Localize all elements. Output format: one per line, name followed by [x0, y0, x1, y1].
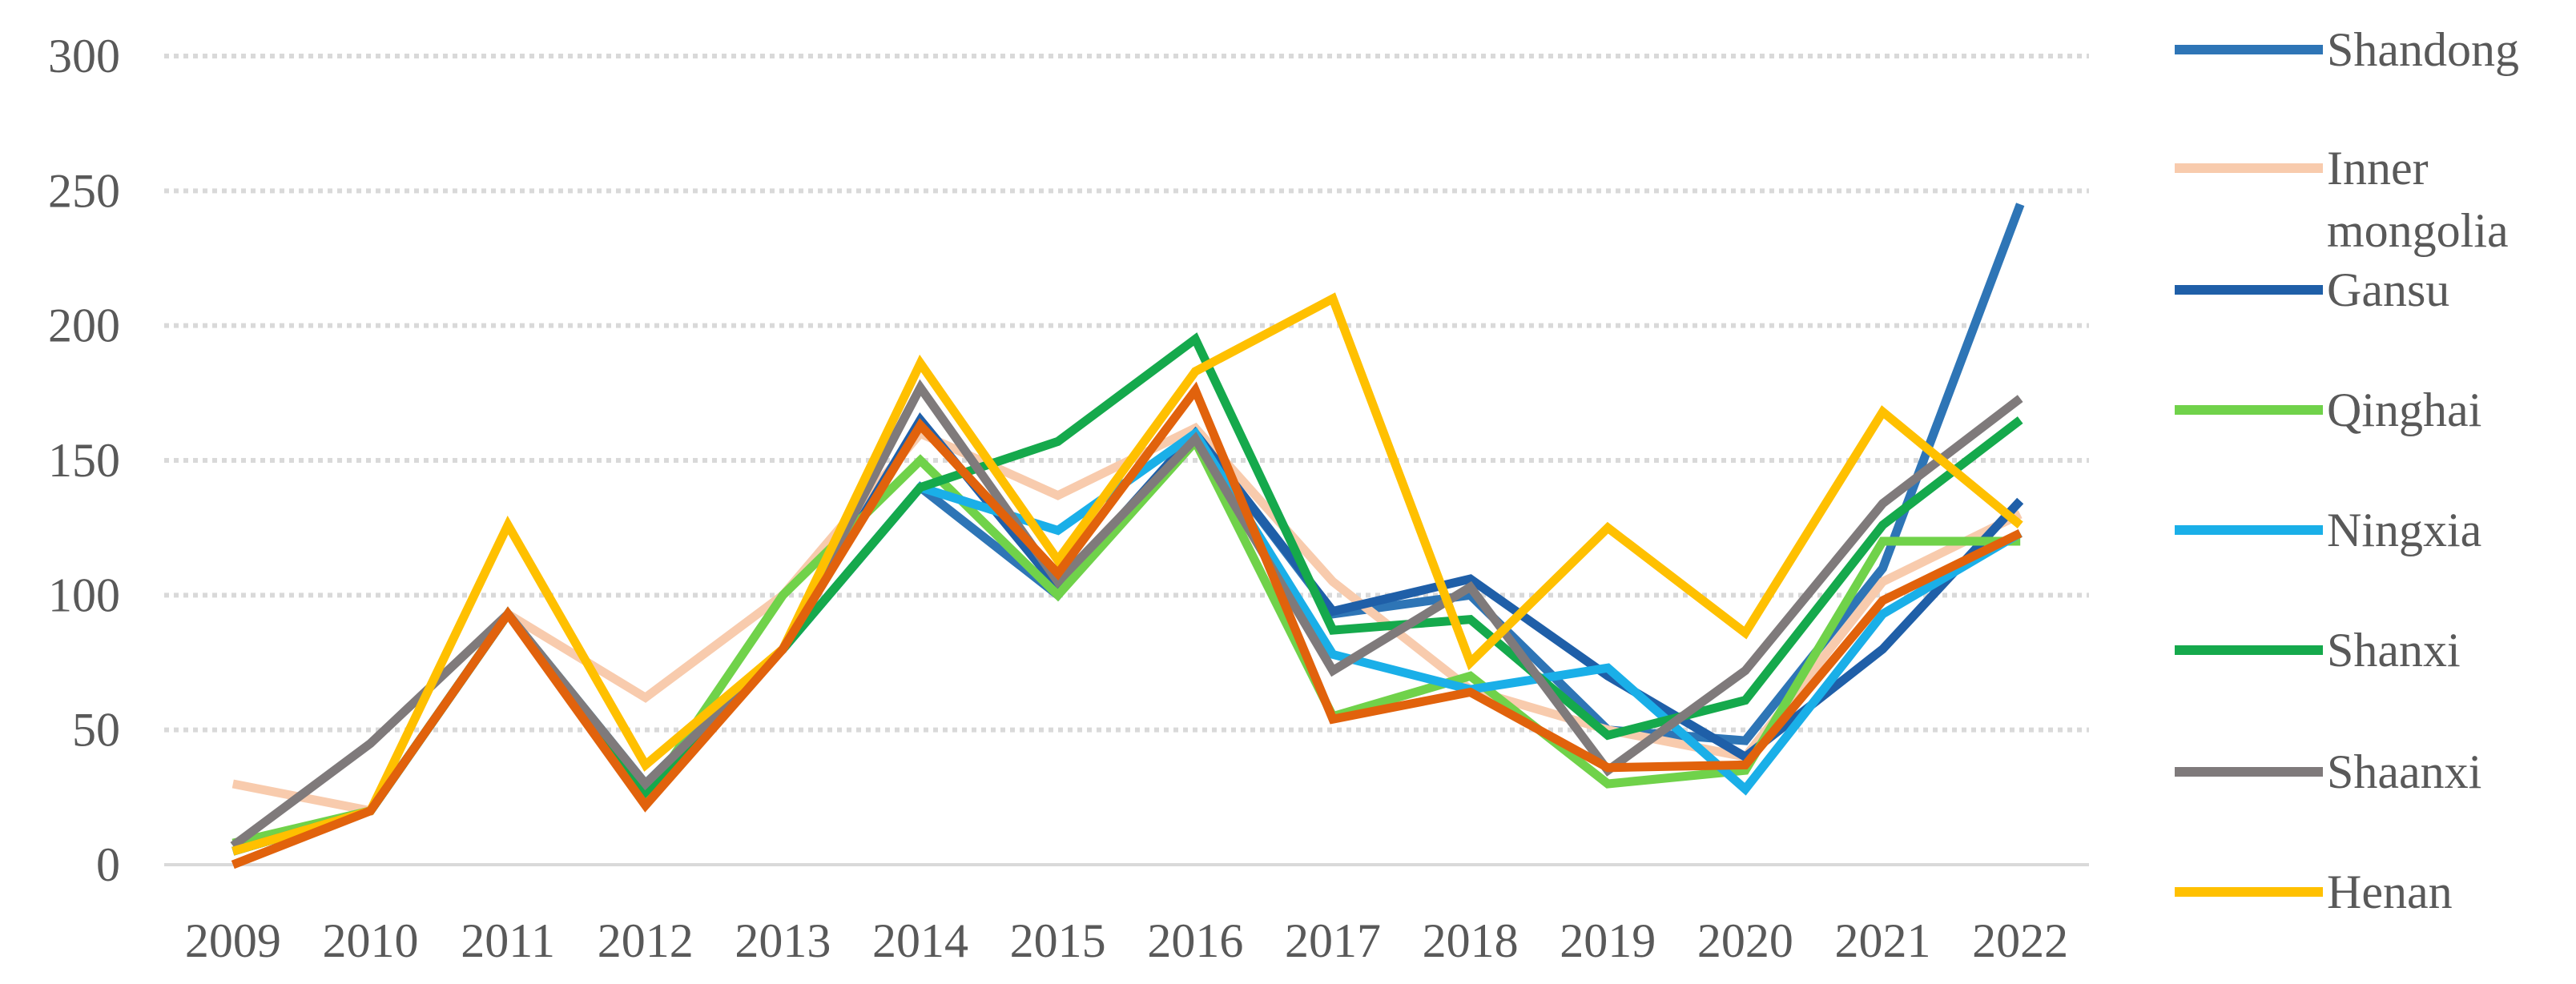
x-tick-label: 2016 — [1147, 914, 1243, 967]
legend-label: Shanxi — [2327, 624, 2461, 677]
y-tick-label: 250 — [48, 164, 120, 217]
x-tick-label: 2013 — [735, 914, 831, 967]
x-tick-label: 2015 — [1010, 914, 1106, 967]
x-tick-label: 2014 — [872, 914, 968, 967]
series-lines — [230, 203, 2025, 870]
legend-label: Shaanxi — [2327, 745, 2481, 798]
x-tick-label: 2011 — [461, 914, 555, 967]
y-tick-label: 50 — [72, 704, 120, 757]
y-tick-label: 0 — [96, 838, 120, 891]
x-axis-tick-labels: 2009 2010 2011 2012 2013 2014 2015 2016 2017 2018… — [185, 914, 2068, 967]
y-tick-label: 100 — [48, 568, 120, 621]
series-line-henan — [231, 292, 2023, 856]
x-tick-label: 2022 — [1972, 914, 2068, 967]
x-tick-label: 2021 — [1835, 914, 1931, 967]
x-tick-label: 2020 — [1697, 914, 1793, 967]
y-tick-label: 200 — [48, 299, 120, 352]
x-tick-label: 2010 — [322, 914, 418, 967]
legend-label: Gansu — [2327, 263, 2449, 316]
x-tick-label: 2018 — [1423, 914, 1519, 967]
legend-label: Ningxia — [2327, 504, 2481, 556]
legend-label: Henan — [2327, 866, 2453, 918]
legend: Shandong Inner mongolia Gansu Qinghai Ningxia… — [2175, 23, 2519, 918]
x-tick-label: 2012 — [598, 914, 694, 967]
legend-label: Qinghai — [2327, 384, 2481, 436]
series-line-ningxia — [231, 427, 2023, 856]
y-tick-label: 300 — [48, 30, 120, 82]
x-tick-label: 2019 — [1560, 914, 1656, 967]
y-tick-label: 150 — [48, 434, 120, 487]
legend-label: Shandong — [2327, 23, 2519, 76]
x-tick-label: 2017 — [1285, 914, 1381, 967]
legend-label: Inner — [2327, 142, 2429, 195]
x-tick-label: 2009 — [185, 914, 281, 967]
series-line-series-9 — [231, 381, 2023, 870]
legend-label: mongolia — [2327, 204, 2509, 257]
gridlines — [164, 54, 2089, 866]
y-axis-tick-labels: 0 50 100 150 200 250 300 — [48, 30, 120, 891]
